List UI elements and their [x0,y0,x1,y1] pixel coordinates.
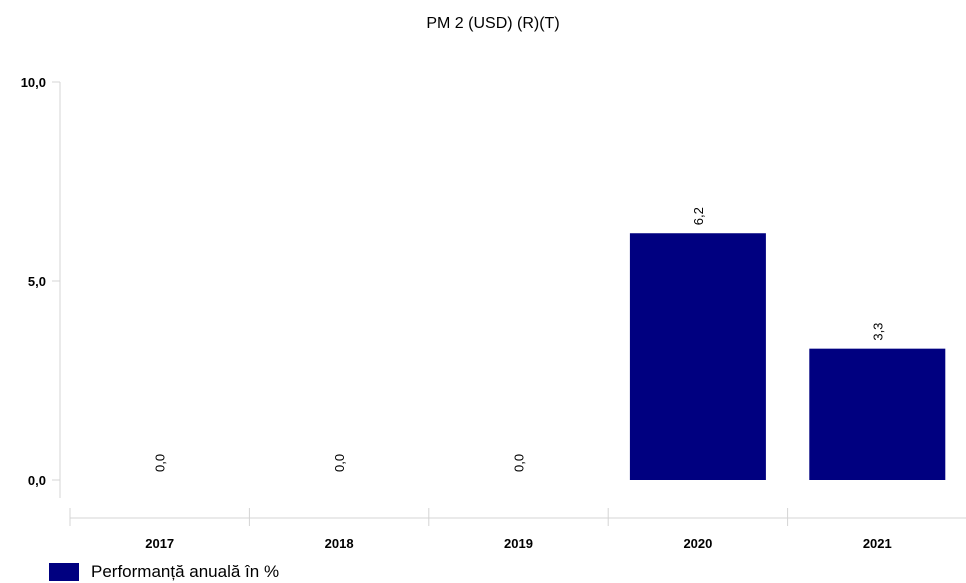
y-axis: 0,0 5,0 10,0 [21,75,61,498]
data-label-2017: 0,0 [153,454,168,472]
bar-series [629,233,946,480]
legend-swatch [49,562,79,581]
data-label-2020: 6,2 [691,207,706,225]
data-label-2018: 0,0 [332,454,347,472]
bar-2021 [809,348,946,480]
x-axis: 2017 2018 2019 2020 2021 [69,508,966,551]
x-tick-label: 2020 [683,536,712,551]
x-tick-label: 2019 [504,536,533,551]
x-tick-label: 2021 [863,536,892,551]
legend: Performanță anuală în % [49,560,279,583]
data-label-2019: 0,0 [512,454,527,472]
bar-2020 [629,233,766,480]
data-labels: 0,0 0,0 0,0 6,2 3,3 [153,207,886,472]
x-tick-label: 2018 [325,536,354,551]
y-tick-label: 0,0 [28,473,46,488]
data-label-2021: 3,3 [870,323,885,341]
y-tick-label: 10,0 [21,75,46,90]
legend-label: Performanță anuală în % [91,561,280,581]
chart-title: PM 2 (USD) (R)(T) [426,15,559,32]
y-tick-label: 5,0 [28,274,46,289]
x-tick-label: 2017 [145,536,174,551]
